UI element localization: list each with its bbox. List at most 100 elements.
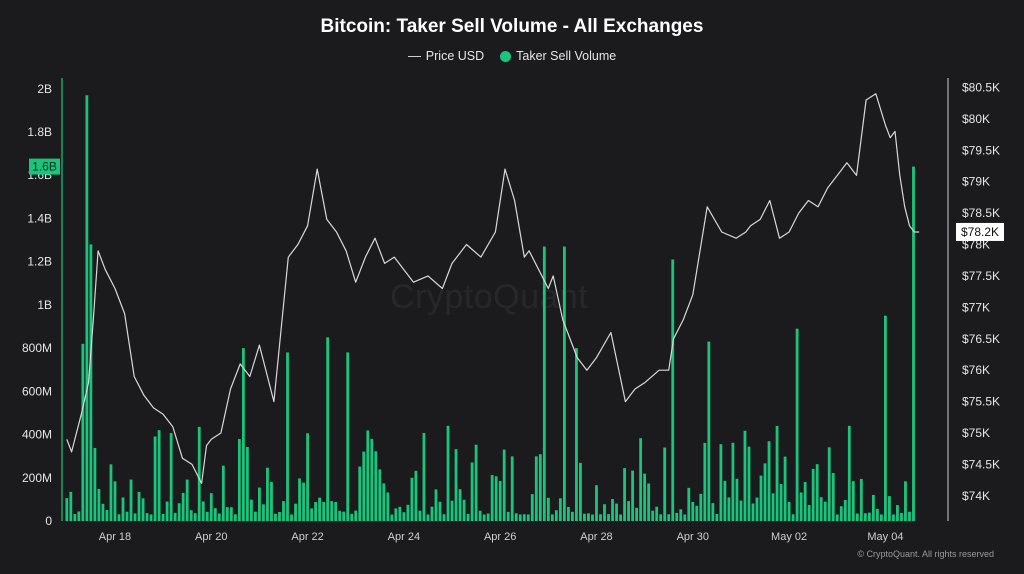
volume-bar bbox=[787, 501, 791, 521]
volume-bar bbox=[406, 504, 410, 521]
volume-bar bbox=[434, 489, 438, 521]
volume-bar bbox=[747, 446, 751, 521]
left-tick-label: 1.2B bbox=[27, 255, 52, 269]
right-tick-label: $74K bbox=[962, 489, 990, 503]
volume-bar bbox=[133, 513, 137, 521]
volume-bar bbox=[350, 513, 354, 521]
volume-bar bbox=[446, 425, 450, 521]
volume-bar bbox=[418, 510, 422, 521]
volume-bar bbox=[530, 494, 534, 521]
volume-bar bbox=[663, 447, 667, 521]
volume-bar bbox=[173, 512, 177, 521]
right-tick-label: $79K bbox=[962, 175, 990, 189]
volume-bar bbox=[502, 449, 506, 521]
price-line bbox=[66, 93, 920, 484]
volume-bar bbox=[827, 447, 831, 521]
volume-bar bbox=[847, 425, 851, 521]
volume-bar bbox=[619, 514, 622, 521]
right-tick-label: $77.5K bbox=[962, 269, 1000, 283]
volume-bar bbox=[342, 511, 346, 521]
volume-bar bbox=[233, 514, 237, 521]
right-tick-label: $78.5K bbox=[962, 206, 1000, 220]
volume-bar bbox=[896, 505, 899, 521]
legend-label-price: Price USD bbox=[425, 49, 485, 63]
x-tick-label: May 02 bbox=[771, 531, 807, 543]
legend-item-taker-sell-volume[interactable]: Taker Sell Volume bbox=[500, 49, 616, 63]
axes: 0200M400M600M800M1B1.2B1.4B1.6B1.8B2B1.6… bbox=[22, 78, 1004, 543]
left-tick-label: 800M bbox=[22, 341, 52, 355]
right-tick-label: $74.5K bbox=[962, 457, 1000, 471]
volume-bar bbox=[330, 501, 334, 521]
volume-bar bbox=[169, 433, 173, 521]
volume-bar bbox=[177, 503, 181, 521]
left-current-label: 1.6B bbox=[32, 160, 57, 174]
volume-bar bbox=[679, 509, 683, 521]
volume-bar bbox=[839, 506, 843, 521]
volume-bar bbox=[851, 481, 855, 521]
volume-bar bbox=[603, 504, 606, 521]
volume-bar bbox=[687, 487, 691, 521]
volume-bar bbox=[306, 433, 309, 521]
left-tick-label: 2B bbox=[37, 82, 52, 96]
left-current-badge bbox=[29, 158, 60, 175]
volume-bar bbox=[245, 446, 249, 521]
x-tick-label: Apr 30 bbox=[677, 531, 709, 543]
volume-bar bbox=[723, 480, 727, 521]
volume-bar bbox=[189, 510, 193, 521]
volume-bar bbox=[165, 501, 169, 521]
volume-bar bbox=[197, 426, 201, 521]
volume-bar bbox=[815, 464, 819, 521]
volume-bar bbox=[326, 337, 330, 521]
volume-bar bbox=[591, 514, 594, 521]
left-tick-label: 1B bbox=[37, 298, 52, 312]
left-tick-label: 1.8B bbox=[27, 125, 52, 139]
x-tick-label: Apr 22 bbox=[291, 531, 323, 543]
right-tick-label: $75K bbox=[962, 426, 990, 440]
volume-bar bbox=[888, 496, 891, 521]
volume-bar bbox=[639, 438, 643, 521]
volume-bar bbox=[554, 510, 558, 521]
volume-bar bbox=[587, 513, 590, 521]
volume-bar bbox=[474, 444, 478, 521]
right-tick-label: $77K bbox=[962, 300, 990, 314]
volume-bar bbox=[262, 504, 265, 521]
volume-bar bbox=[137, 491, 141, 521]
chart-legend: Price USD Taker Sell Volume bbox=[0, 49, 1024, 63]
volume-bar bbox=[811, 468, 815, 521]
volume-bar bbox=[831, 473, 835, 521]
volume-bar bbox=[498, 480, 502, 521]
volume-bar bbox=[550, 514, 554, 521]
volume-bar bbox=[514, 513, 518, 521]
volume-bar bbox=[386, 492, 390, 521]
volume-bar bbox=[647, 483, 651, 521]
volume-bar bbox=[904, 481, 907, 521]
volume-bar bbox=[759, 475, 763, 521]
volume-bar bbox=[510, 456, 514, 521]
volume-bar bbox=[69, 491, 73, 521]
volume-bar bbox=[346, 352, 350, 521]
right-tick-label: $76K bbox=[962, 363, 990, 377]
volume-bar bbox=[482, 514, 486, 521]
chart-title: Bitcoin: Taker Sell Volume - All Exchang… bbox=[320, 16, 704, 37]
volume-bar bbox=[185, 479, 189, 521]
volume-bar bbox=[651, 510, 655, 521]
volume-bar bbox=[558, 498, 562, 521]
right-current-label: $78.2K bbox=[961, 225, 999, 239]
volume-bar bbox=[735, 478, 739, 521]
x-tick-label: Apr 20 bbox=[195, 531, 227, 543]
volume-bar bbox=[486, 513, 490, 521]
volume-bar bbox=[205, 511, 209, 521]
volume-bar bbox=[566, 506, 570, 521]
volume-bar bbox=[470, 462, 474, 521]
volume-bar bbox=[382, 483, 386, 521]
volume-bar bbox=[366, 430, 370, 521]
volume-bar bbox=[843, 499, 847, 521]
volume-bar bbox=[611, 499, 614, 521]
volume-bar bbox=[358, 466, 362, 521]
volume-bar bbox=[442, 514, 446, 521]
volume-bar bbox=[217, 513, 221, 521]
volume-bar bbox=[229, 507, 233, 521]
legend-item-price[interactable]: Price USD bbox=[407, 49, 485, 63]
volume-bar bbox=[562, 246, 566, 521]
volume-bar bbox=[298, 478, 301, 521]
